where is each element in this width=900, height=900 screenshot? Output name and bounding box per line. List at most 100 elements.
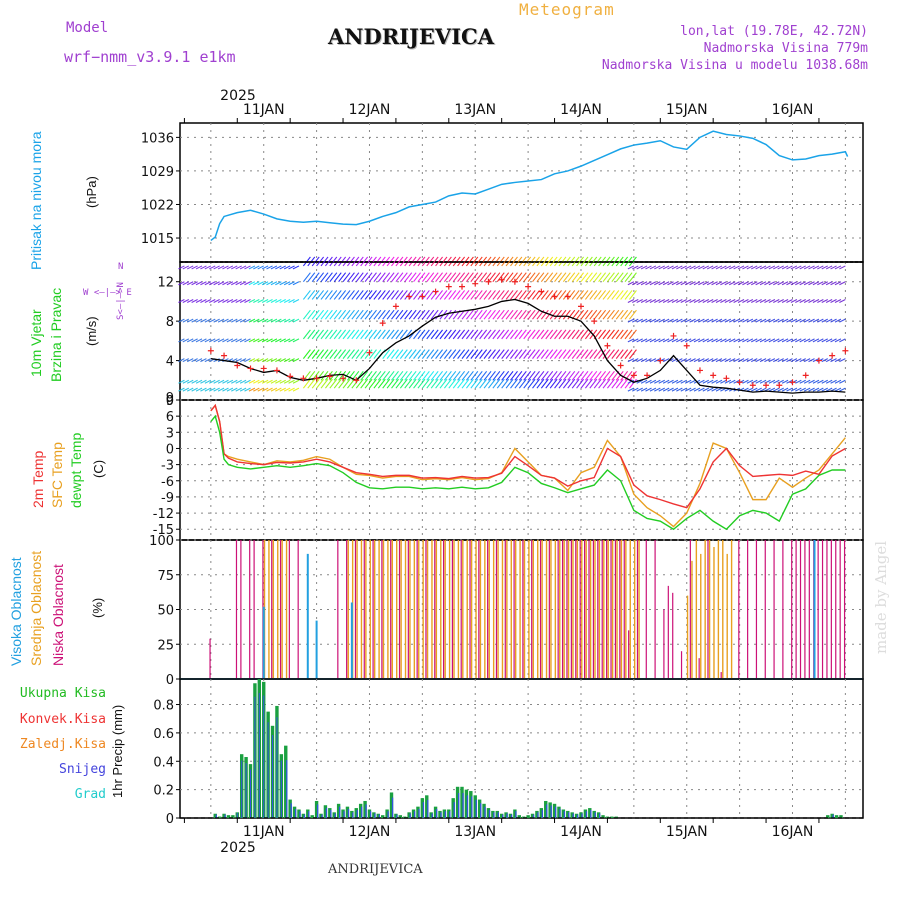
- wind-barb: [364, 370, 373, 381]
- wind-barb: [786, 298, 793, 303]
- wind-barb: [204, 281, 212, 286]
- wind-barb: [320, 290, 329, 300]
- wind-barb: [750, 338, 758, 343]
- wind-barb: [606, 272, 615, 283]
- wind-barb: [803, 298, 811, 303]
- precip-total-bar: [358, 803, 363, 818]
- wind-barb: [598, 370, 607, 381]
- wind-barb: [496, 378, 505, 389]
- wind-barb: [261, 358, 269, 363]
- wind-barb: [200, 298, 207, 303]
- wind-barb: [554, 272, 562, 283]
- wind-barb: [728, 358, 736, 363]
- wind-barb: [671, 298, 679, 303]
- wind-barb: [391, 272, 399, 283]
- wind-barb: [724, 338, 732, 343]
- wind-barb: [632, 318, 639, 323]
- wind-barb: [338, 370, 347, 381]
- wind-barb: [742, 358, 749, 363]
- wind-barb: [324, 256, 333, 267]
- precip-snow-bar: [303, 814, 306, 818]
- wind-barb: [369, 309, 377, 320]
- wind-barb: [235, 358, 242, 363]
- precip-total-bar: [522, 816, 526, 818]
- bottom-date-label: 16JAN: [772, 824, 814, 840]
- precip-snow-bar: [480, 803, 482, 818]
- wind-barb: [488, 290, 496, 300]
- dewpt-temp-line: [210, 414, 846, 531]
- wind-barb: [834, 298, 842, 303]
- wind-barb: [479, 329, 488, 340]
- wind-barb: [178, 281, 185, 286]
- wind-barb: [191, 318, 198, 323]
- gust-marker: [300, 375, 307, 382]
- wind-barb: [178, 338, 185, 343]
- wind-barb: [443, 272, 452, 283]
- wind-barb: [567, 329, 576, 340]
- wind-barb: [627, 379, 635, 384]
- wind-barb: [261, 338, 269, 343]
- wind-barb: [523, 370, 532, 381]
- wind-barb: [755, 338, 762, 343]
- wind-barb: [790, 265, 798, 270]
- precip-snow-bar: [317, 804, 319, 818]
- wind-barb: [430, 378, 439, 389]
- wind-barb: [518, 370, 527, 381]
- wind-barb: [443, 349, 452, 359]
- wind-barb: [724, 281, 732, 286]
- wind-barb: [514, 329, 523, 340]
- bottom-year-label: 2025: [220, 840, 256, 856]
- wind-barb: [698, 318, 705, 323]
- page-title: ANDRIJEVICA: [328, 24, 495, 49]
- wind-barb: [408, 378, 417, 389]
- wind-barb: [567, 290, 576, 300]
- wind-barb: [279, 379, 287, 384]
- wind-barb: [404, 272, 413, 283]
- wind-barb: [645, 338, 652, 343]
- wind-barb: [270, 265, 278, 270]
- wind-barb: [333, 272, 342, 283]
- wind-barb: [598, 272, 607, 283]
- wind-barb: [501, 309, 510, 320]
- precip-ytick-label: 0.4: [153, 755, 174, 770]
- wind-barb: [204, 265, 212, 270]
- wind-barb: [435, 370, 444, 381]
- wind-barb: [549, 378, 558, 389]
- wind-barb: [567, 272, 576, 283]
- wind-barb: [830, 318, 837, 323]
- wind-barb: [417, 370, 426, 381]
- wind-barb: [253, 387, 260, 392]
- wind-barb: [288, 265, 295, 270]
- wind-barb: [629, 329, 637, 340]
- wind-barb: [759, 387, 767, 392]
- wind-barb: [316, 378, 325, 389]
- wind-barb: [602, 272, 611, 283]
- wind-barb: [576, 309, 585, 320]
- wind-barb: [226, 379, 234, 384]
- wind-barb: [253, 318, 260, 323]
- gust-marker: [842, 347, 849, 354]
- precip-snow-bar: [361, 806, 363, 818]
- wind-barb: [598, 309, 607, 320]
- precip-total-bar: [539, 808, 544, 818]
- wind-barb: [505, 349, 514, 359]
- wind-barb: [270, 358, 278, 363]
- wind-barb: [698, 338, 705, 343]
- wind-barb: [746, 318, 754, 323]
- wind-barb: [360, 349, 369, 359]
- wind-barb: [636, 379, 643, 384]
- wind-barb: [244, 318, 251, 323]
- wind-barb: [483, 309, 492, 320]
- wind-barb: [195, 387, 203, 392]
- wind-barb: [320, 256, 329, 267]
- wind-barb: [786, 358, 793, 363]
- lonlat-label: lon,lat (19.78E, 42.72N): [680, 24, 868, 39]
- wind-barb: [399, 272, 408, 283]
- wind-barb: [562, 370, 571, 381]
- wind-barb: [351, 290, 360, 300]
- wind-barb: [839, 265, 846, 270]
- precip-snow-bar: [541, 810, 544, 818]
- wind-barb: [333, 329, 342, 340]
- wind-barb: [759, 338, 767, 343]
